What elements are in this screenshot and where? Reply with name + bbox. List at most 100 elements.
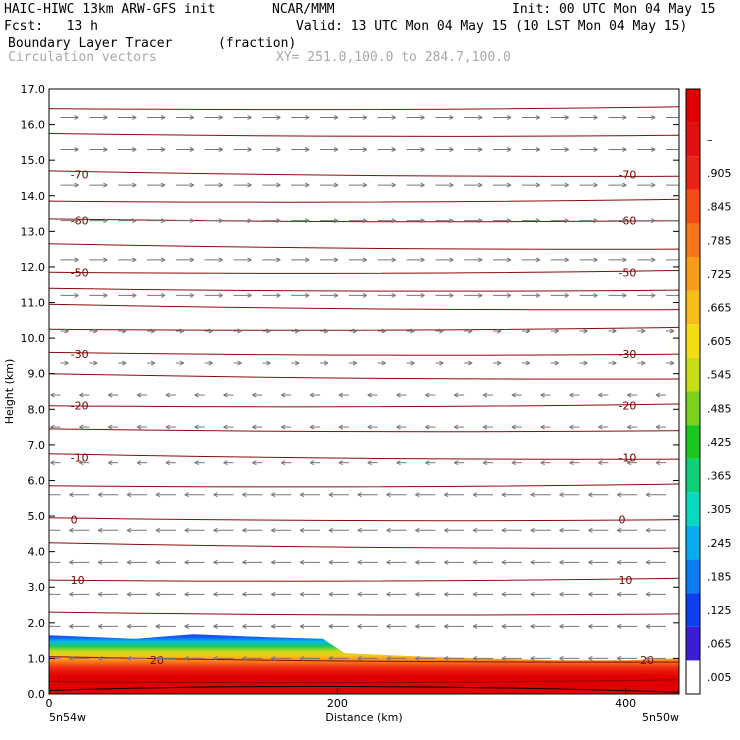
wind-vector-head — [270, 559, 276, 565]
wind-vector-head — [655, 392, 661, 398]
wind-vector-head — [242, 492, 247, 498]
wind-vector-head — [165, 424, 171, 430]
wind-vector-head — [588, 655, 593, 661]
wind-vector-head — [74, 218, 79, 224]
isotherm-label: 20 — [640, 654, 654, 667]
wind-vector-head — [126, 492, 132, 498]
wind-vector-head — [131, 182, 137, 188]
isotherm-line — [49, 198, 679, 203]
wind-vector-head — [136, 460, 142, 466]
colorbar-swatch — [686, 257, 700, 291]
wind-vector-head — [391, 257, 396, 263]
wind-vector-head — [352, 360, 358, 366]
wind-vector-head — [74, 257, 79, 263]
wind-vector-head — [477, 292, 483, 298]
y-tick-label: 8.0 — [28, 403, 46, 416]
wind-vector-head — [323, 360, 329, 366]
x-tick-label: 200 — [327, 697, 348, 710]
wind-vector-head — [362, 147, 368, 152]
wind-vector-head — [280, 392, 286, 398]
wind-vector-head — [415, 591, 420, 597]
colorbar-frame — [685, 88, 701, 695]
wind-vector-head — [622, 218, 627, 224]
isotherm-line — [49, 373, 679, 380]
wind-vector-head — [50, 392, 55, 398]
wind-vector-head — [449, 115, 454, 120]
wind-vector-head — [184, 623, 189, 629]
wind-vector-head — [535, 257, 541, 263]
wind-vector-head — [482, 392, 488, 398]
wind-vector-head — [439, 360, 444, 366]
wind-vector-head — [506, 257, 512, 263]
wind-vector-head — [276, 147, 281, 152]
wind-vector-head — [425, 392, 430, 398]
isotherm-label: -60 — [71, 215, 89, 228]
wind-vector-head — [564, 182, 569, 188]
wind-vector-head — [41, 528, 45, 532]
wind-vector-head — [97, 492, 103, 498]
colorbar-swatch — [686, 189, 700, 224]
colorbar-swatch — [686, 324, 700, 358]
wind-vector-head — [612, 328, 617, 334]
wind-vector-head — [299, 527, 305, 533]
wind-vector-head — [588, 527, 593, 533]
wind-vector-head — [593, 257, 598, 263]
isotherm-line — [49, 428, 679, 433]
wind-vector-head — [559, 655, 564, 661]
wind-vector-head — [242, 655, 247, 661]
wind-vector-head — [242, 559, 247, 565]
wind-vector-head — [160, 182, 166, 188]
wind-vector-head — [309, 392, 315, 398]
wind-vector-head — [333, 147, 339, 152]
wind-vector-head — [680, 115, 684, 119]
wind-vector-head — [588, 492, 593, 498]
wind-vector-head — [415, 492, 420, 498]
isotherm-label: -60 — [618, 215, 636, 228]
wind-vector-head — [554, 328, 559, 334]
colorbar-label: .845 — [707, 201, 732, 214]
x-end-label-left: 5n54w — [49, 711, 86, 724]
wind-vector-head — [477, 147, 483, 152]
colorbar-label: .305 — [707, 503, 732, 516]
wind-vector-head — [357, 655, 362, 661]
wind-vector-head — [237, 328, 242, 334]
wind-vector-head — [554, 360, 559, 366]
wind-vector-head — [559, 559, 564, 565]
wind-vector-head — [501, 559, 507, 565]
wind-vector-head — [622, 182, 627, 188]
y-tick-label: 0.0 — [28, 688, 46, 701]
wind-vector-head — [386, 527, 391, 533]
wind-vector-head — [357, 492, 362, 498]
wind-vector-head — [443, 655, 449, 661]
wind-vector-head — [189, 147, 195, 152]
tracer-field — [49, 634, 679, 694]
colorbar-label: .785 — [707, 234, 732, 247]
wind-vector-head — [184, 527, 189, 533]
wind-vector-head — [304, 115, 310, 120]
wind-vector-head — [155, 655, 161, 661]
wind-vector-head — [79, 424, 84, 430]
wind-vector-head — [299, 492, 305, 498]
wind-vector-head — [564, 147, 569, 152]
y-tick-label: 5.0 — [28, 510, 46, 523]
wind-vector-head — [299, 623, 305, 629]
wind-vector-head — [453, 424, 459, 430]
wind-vector-head — [640, 360, 646, 366]
wind-vector-head — [443, 623, 449, 629]
wind-vector-head — [616, 559, 622, 565]
wind-vector-head — [680, 219, 684, 223]
isotherm-line — [49, 483, 679, 488]
surface-line — [49, 685, 679, 693]
wind-vector-head — [588, 591, 593, 597]
wind-vector-head — [362, 292, 368, 298]
wind-vector-head — [391, 182, 396, 188]
wind-vector-head — [645, 492, 651, 498]
wind-vector-head — [160, 257, 166, 263]
fcst-label: Fcst: 13 h — [4, 19, 98, 34]
wind-vector-head — [616, 655, 622, 661]
wind-vector-head — [381, 360, 386, 366]
wind-vector-head — [223, 392, 228, 398]
wind-vector-head — [616, 527, 622, 533]
colorbar-swatch — [686, 458, 700, 493]
